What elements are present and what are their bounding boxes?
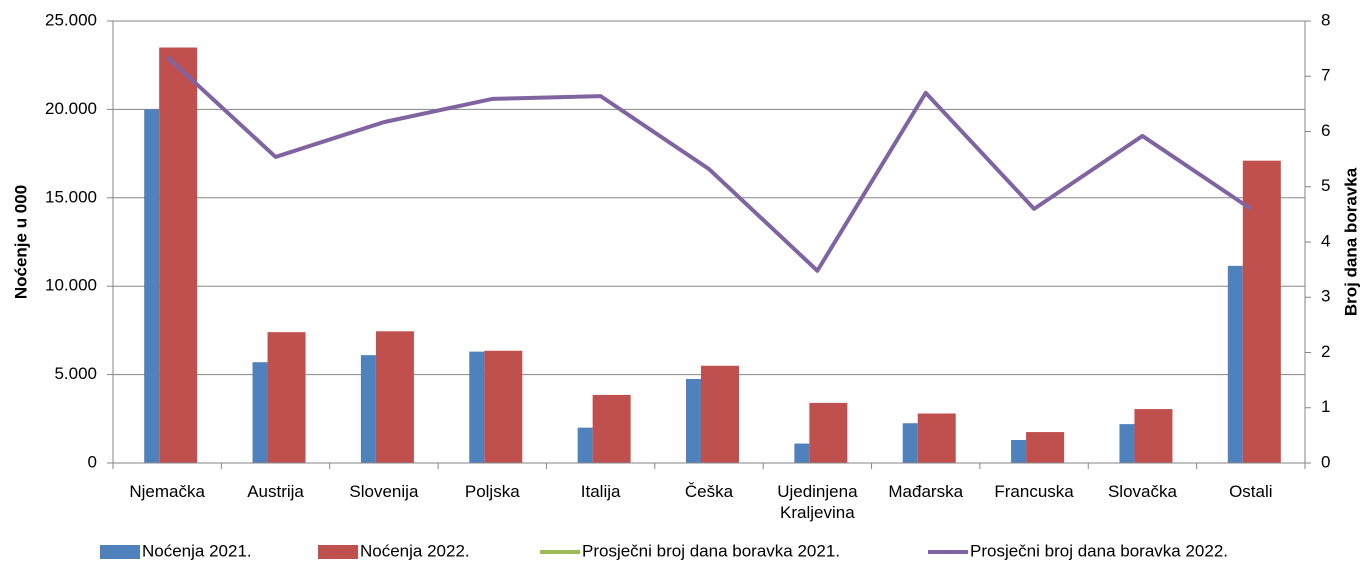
y2-tick-label: 0 — [1321, 452, 1330, 471]
y2-tick-label: 3 — [1321, 287, 1330, 306]
y-tick-label: 10.000 — [45, 276, 97, 295]
bar — [686, 379, 701, 463]
x-tick-label: Austrija — [247, 482, 304, 501]
bar — [577, 427, 593, 463]
bar — [375, 331, 414, 463]
y2-tick-label: 5 — [1321, 176, 1330, 195]
y-tick-label: 15.000 — [45, 187, 97, 206]
y2-axis-title: Broj dana boravka — [1341, 167, 1360, 316]
y-tick-label: 5.000 — [54, 364, 97, 383]
legend-swatch — [318, 545, 358, 559]
x-tick-label: Slovačka — [1107, 482, 1177, 501]
bar — [159, 47, 198, 464]
y-tick-label: 0 — [88, 452, 97, 471]
x-tick-label: Italija — [580, 482, 621, 501]
y2-tick-label: 8 — [1321, 10, 1330, 29]
x-tick-label: Mađarska — [888, 482, 964, 501]
y2-tick-label: 2 — [1321, 342, 1330, 361]
bar — [794, 443, 810, 463]
legend-label: Noćenja 2022. — [360, 541, 470, 560]
x-tick-label: Francuska — [994, 482, 1074, 501]
x-tick-label: Ostali — [1229, 482, 1273, 501]
legend-label: Prosječni broj dana boravka 2021. — [582, 541, 840, 560]
bar — [469, 351, 485, 463]
bar — [267, 332, 306, 463]
bar — [360, 355, 376, 463]
y2-tick-label: 4 — [1321, 231, 1330, 250]
y-tick-label: 25.000 — [45, 10, 97, 29]
y-tick-label: 20.000 — [45, 99, 97, 118]
bar — [701, 365, 739, 463]
bar — [1227, 265, 1243, 463]
bar — [592, 394, 631, 463]
bar — [809, 402, 848, 463]
bar — [144, 109, 160, 464]
x-tick-label: Njemačka — [129, 482, 205, 501]
y2-tick-label: 6 — [1321, 121, 1330, 140]
bar — [902, 423, 918, 463]
y2-tick-label: 1 — [1321, 397, 1330, 416]
legend-label: Noćenja 2021. — [142, 541, 252, 560]
bar — [917, 413, 956, 463]
y-axis-title: Noćenje u 000 — [11, 185, 30, 299]
x-tick-label: Ujedinjena Kraljevina — [777, 482, 858, 522]
x-tick-label: Češka — [684, 482, 734, 501]
bar — [484, 350, 523, 463]
legend-swatch — [100, 545, 140, 559]
bar — [1026, 432, 1065, 463]
bar — [1242, 160, 1281, 463]
x-tick-label: Slovenija — [349, 482, 419, 501]
bar — [1011, 440, 1027, 463]
y2-tick-label: 7 — [1321, 66, 1330, 85]
legend-label: Prosječni broj dana boravka 2022. — [970, 541, 1228, 560]
bar — [1134, 409, 1173, 463]
bar — [252, 362, 268, 463]
x-tick-label: Poljska — [464, 482, 520, 501]
bar — [1119, 424, 1135, 463]
line — [165, 55, 1252, 273]
